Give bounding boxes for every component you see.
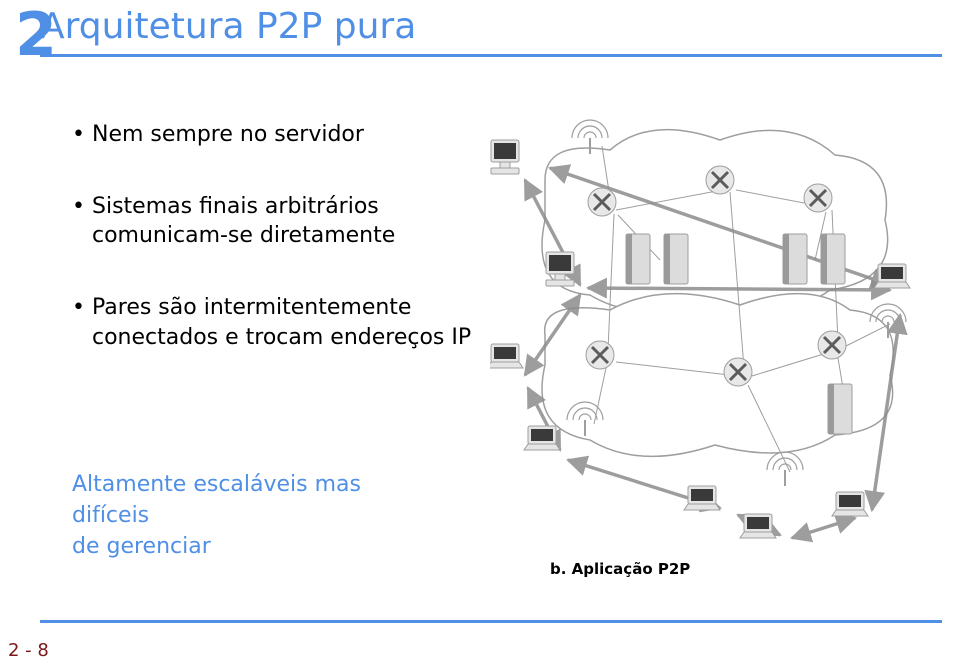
page-title: Arquitetura P2P pura <box>40 6 416 47</box>
title-bar: Arquitetura P2P pura <box>40 6 960 47</box>
callout: Altamente escaláveis mas difíceis de ger… <box>72 470 432 562</box>
p2p-diagram <box>490 110 920 570</box>
rule-top <box>40 54 942 57</box>
callout-line: Altamente escaláveis mas difíceis <box>72 470 432 532</box>
bullet-item: Nem sempre no servidor <box>72 120 472 150</box>
diagram-caption: b. Aplicação P2P <box>550 560 690 578</box>
page-number: 2 - 8 <box>8 640 49 661</box>
bullet-list: Nem sempre no servidor Sistemas finais a… <box>72 120 472 394</box>
callout-line: de gerenciar <box>72 532 432 563</box>
rule-bottom <box>40 620 942 623</box>
bullet-item: Pares são intermitentemente conectados e… <box>72 293 472 352</box>
bullet-item: Sistemas finais arbitrários comunicam-se… <box>72 192 472 251</box>
